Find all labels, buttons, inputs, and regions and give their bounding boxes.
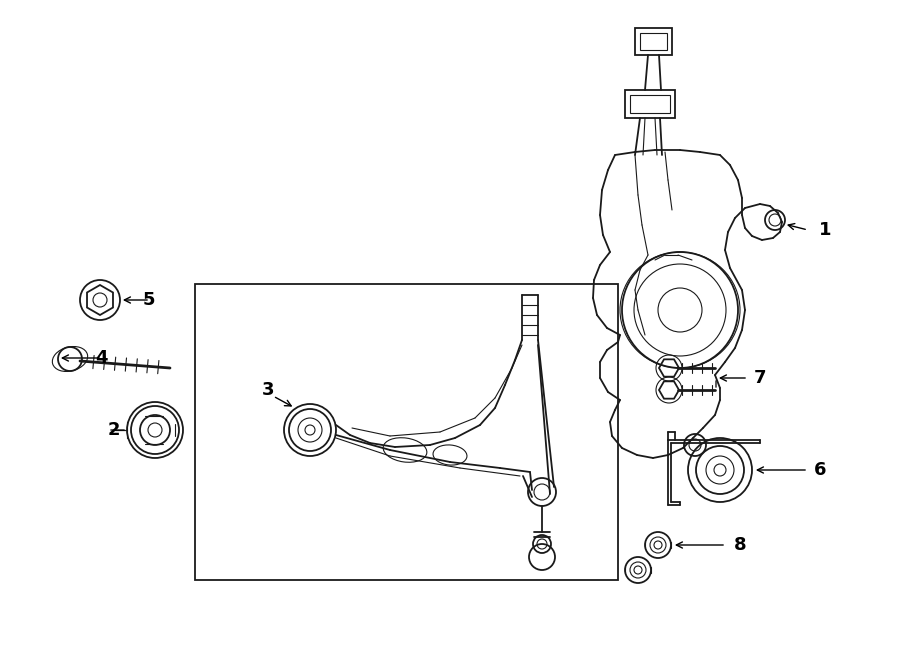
Text: 5: 5 xyxy=(142,291,155,309)
Text: 6: 6 xyxy=(814,461,826,479)
Text: 1: 1 xyxy=(819,221,832,239)
Bar xyxy=(195,284,618,580)
Text: 7: 7 xyxy=(754,369,766,387)
Text: 2: 2 xyxy=(108,421,121,439)
Text: 8: 8 xyxy=(734,536,746,554)
Text: 3: 3 xyxy=(262,381,274,399)
Text: 4: 4 xyxy=(95,349,108,367)
